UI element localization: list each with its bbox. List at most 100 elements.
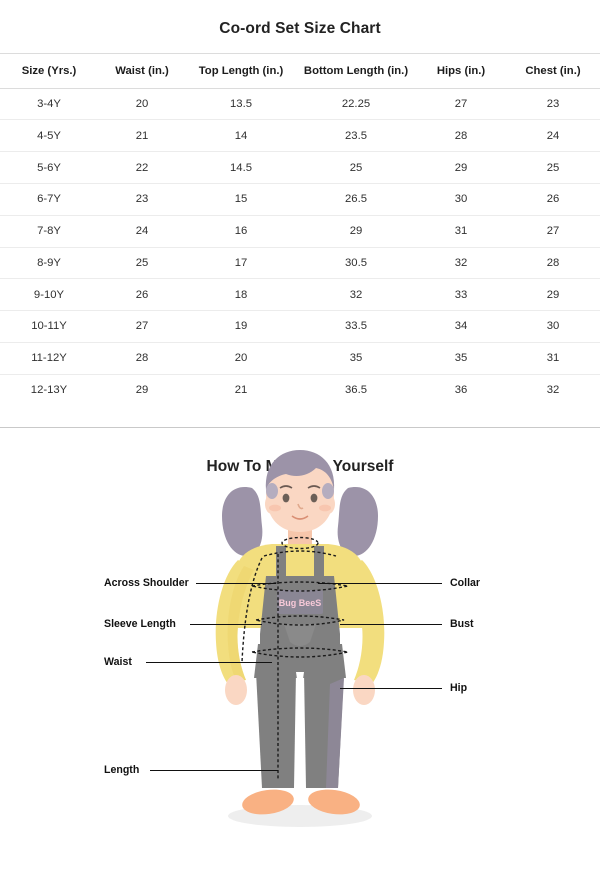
table-row: 7-8Y 24 16 29 31 27 [0, 215, 600, 248]
cell-top-length: 17 [186, 247, 296, 280]
leader-sleeve-length [190, 624, 262, 626]
hair-tie-left [266, 483, 278, 500]
cell-hips: 31 [416, 215, 506, 248]
cell-hips: 34 [416, 310, 506, 343]
child-figure-illustration: Bug BeeS [215, 450, 385, 828]
guide-sleeve-length [241, 558, 263, 663]
cell-size: 8-9Y [0, 247, 98, 280]
cell-bottom-length: 29 [296, 215, 416, 248]
label-sleeve-length: Sleeve Length [104, 618, 176, 631]
nose [297, 504, 304, 510]
column-header-chest: Chest (in.) [506, 52, 600, 89]
table-row: 11-12Y 28 20 35 35 31 [0, 342, 600, 375]
cell-hips: 36 [454, 384, 468, 397]
column-header-size: Size (Yrs.) [0, 52, 98, 89]
cell-bottom-length: 23.5 [296, 119, 416, 153]
cell-waist: 21 [98, 119, 186, 153]
cell-size: 6-7Y [0, 183, 98, 216]
size-chart-table: Size (Yrs.) Waist (in.) Top Length (in.)… [0, 52, 600, 406]
cell-chest: 28 [506, 247, 600, 280]
cell-waist: 20 [98, 88, 186, 121]
label-bust: Bust [450, 618, 474, 631]
cell-hips: 29 [416, 151, 506, 184]
cell-chest: 32 [546, 384, 560, 397]
overalls [254, 546, 346, 789]
cell-bottom-length: 25 [296, 151, 416, 184]
cell-hips: 27 [416, 88, 506, 121]
cell-waist: 24 [98, 215, 186, 248]
hand-left [225, 675, 247, 706]
guide-waist [255, 615, 345, 627]
cell-top-length: 16 [186, 215, 296, 248]
cell-hips: 35 [416, 342, 506, 375]
cell-size: 10-11Y [0, 310, 98, 343]
leader-collar [318, 583, 442, 585]
table-head: Size (Yrs.) Waist (in.) Top Length (in.)… [0, 52, 600, 89]
cell-size: 5-6Y [0, 151, 98, 184]
table-body: 3-4Y 20 13.5 22.25 27 23 4-5Y 21 14 23.5… [0, 88, 600, 405]
cell-waist: 26 [98, 278, 186, 312]
face-features [269, 485, 331, 521]
table-row: 6-7Y 23 15 26.5 30 26 [0, 183, 600, 216]
cell-top-length: 20 [186, 342, 296, 375]
cell-bottom-length: 30.5 [296, 247, 416, 280]
cell-bottom-length: 33.5 [296, 310, 416, 343]
cell-chest: 30 [506, 310, 600, 343]
cell-hips: 28 [416, 119, 506, 153]
table-row: 12-13Y 29 21 36.5 36 32 [0, 374, 600, 405]
leader-waist [146, 662, 272, 664]
cell-bottom-length: 22.25 [296, 88, 416, 121]
leader-across-shoulder [196, 583, 276, 585]
eye-right [310, 494, 318, 503]
cell-top-length: 18 [186, 278, 296, 312]
cell-chest: 24 [506, 119, 600, 153]
section-divider [0, 427, 600, 429]
cell-hips: 33 [416, 278, 506, 312]
brand-logo-text: Bug BeeS [279, 598, 322, 608]
leader-length [150, 770, 278, 772]
table-row: 5-6Y 22 14.5 25 29 25 [0, 151, 600, 184]
table-header-row: Size (Yrs.) Waist (in.) Top Length (in.)… [0, 52, 600, 89]
cell-bottom-length: 26.5 [296, 183, 416, 216]
cell-hips: 32 [416, 247, 506, 280]
guide-collar [281, 537, 319, 550]
table-row: 9-10Y 26 18 32 33 29 [0, 278, 600, 312]
cell-top-length: 14.5 [186, 151, 296, 184]
label-hip: Hip [450, 682, 468, 695]
cell-chest: 29 [506, 278, 600, 312]
cell-top-length: 19 [186, 310, 296, 343]
cell-top-length: 13.5 [186, 88, 296, 121]
how-to-measure-section: How To Measure Yourself [0, 428, 600, 880]
guide-bust [251, 581, 349, 593]
label-waist: Waist [104, 656, 132, 669]
column-header-top-length: Top Length (in.) [186, 52, 296, 89]
mouth [291, 515, 309, 521]
cell-waist: 25 [98, 247, 186, 280]
cell-size: 4-5Y [0, 119, 98, 153]
table-row: 3-4Y 20 13.5 22.25 27 23 [0, 88, 600, 121]
cell-waist: 23 [98, 183, 186, 216]
cell-waist: 29 [135, 384, 149, 397]
foot-right [308, 789, 360, 815]
measurement-guides [241, 537, 349, 781]
cheek-right [319, 505, 331, 512]
cell-chest: 27 [506, 215, 600, 248]
cell-chest: 26 [506, 183, 600, 216]
logo-patch [277, 590, 323, 615]
table-row: 10-11Y 27 19 33.5 34 30 [0, 310, 600, 343]
cell-chest: 23 [506, 88, 600, 121]
column-header-waist: Waist (in.) [98, 52, 186, 89]
cell-top-length: 21 [234, 384, 248, 397]
label-length: Length [104, 764, 140, 777]
cell-top-length: 15 [186, 183, 296, 216]
cell-bottom-length: 35 [296, 342, 416, 375]
trouser-shade [326, 678, 344, 789]
cell-bottom-length: 36.5 [345, 384, 367, 397]
cell-waist: 22 [98, 151, 186, 184]
leader-hip [340, 688, 442, 690]
hair-fringe [265, 450, 335, 500]
cell-bottom-length: 32 [296, 278, 416, 312]
hair-tie-right [322, 483, 334, 500]
cell-size: 3-4Y [0, 88, 98, 121]
